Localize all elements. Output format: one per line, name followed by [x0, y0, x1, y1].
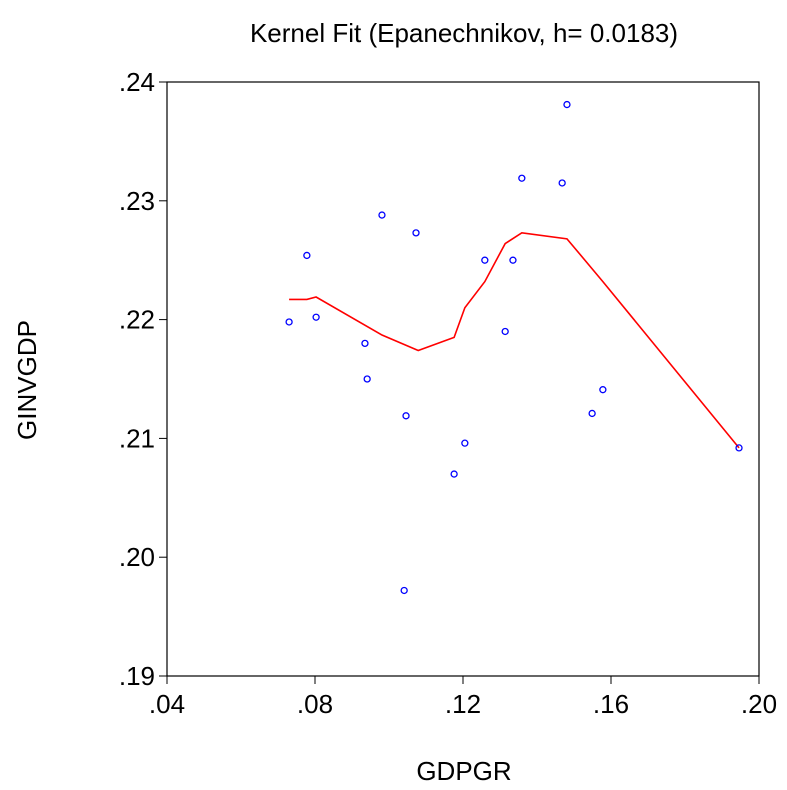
point [481, 256, 489, 264]
point [518, 174, 526, 182]
x-tick-label: .04 [149, 689, 185, 719]
point [509, 256, 517, 264]
point [361, 339, 369, 348]
point [599, 386, 607, 394]
point [400, 586, 408, 595]
point [563, 100, 571, 109]
chart-title: Kernel Fit (Epanechnikov, h= 0.0183) [250, 18, 678, 48]
point [461, 439, 469, 447]
point [412, 229, 420, 237]
point [285, 318, 293, 326]
x-tick-label: .16 [593, 689, 629, 719]
y-tick-label: .22 [119, 305, 155, 335]
y-axis-label: GINVGDP [12, 320, 42, 440]
y-tick-label: .20 [119, 542, 155, 572]
y-tick-label: .23 [119, 186, 155, 216]
x-tick-label: .08 [297, 689, 333, 719]
x-axis-label: GDPGR [416, 756, 511, 785]
y-tick-label: .24 [119, 67, 155, 97]
x-tick-label: .12 [445, 689, 481, 719]
point [588, 409, 596, 418]
y-tick-label: .19 [119, 661, 155, 691]
y-tick-label: .21 [119, 423, 155, 453]
x-tick-label: .20 [741, 689, 777, 719]
point [363, 375, 371, 383]
point [558, 179, 566, 187]
fit-line [289, 232, 740, 449]
point [450, 470, 458, 478]
point [378, 211, 386, 219]
point [303, 251, 311, 260]
point [312, 313, 320, 321]
point [501, 327, 509, 336]
point [735, 444, 743, 452]
point [402, 412, 410, 420]
plot-frame [166, 81, 760, 677]
